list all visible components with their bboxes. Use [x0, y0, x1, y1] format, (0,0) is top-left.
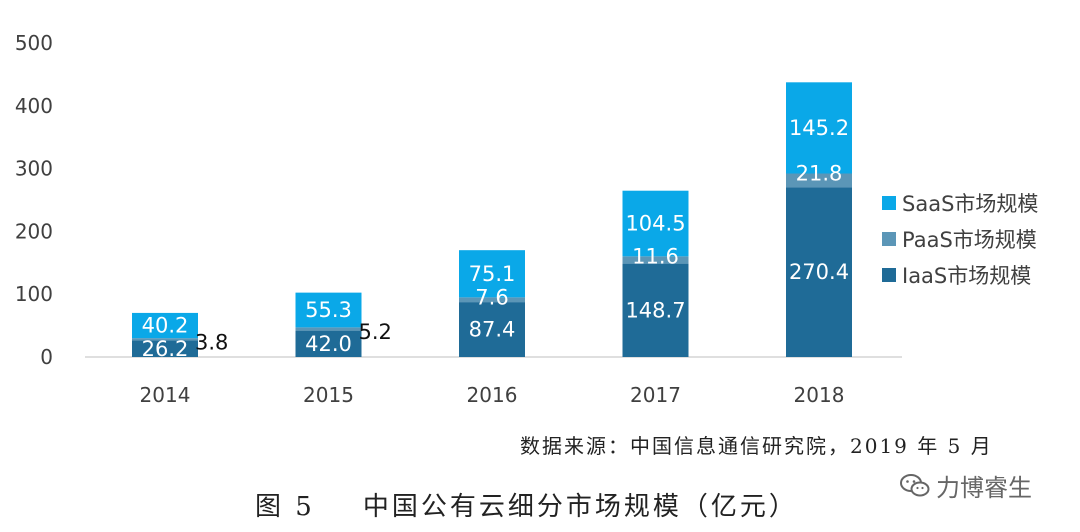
data-label-paas-2017: 11.6 — [632, 244, 679, 268]
bar-saas-2014 — [132, 312, 198, 339]
bars: 26.2 3.840.2 42.0 5.2 55.3 87.4 7.675.1 148.7 11… — [132, 82, 852, 361]
watermark: 力博睿生 — [900, 468, 1032, 505]
x-axis: 2014 2015 2016 2017 2018 — [140, 383, 845, 407]
bar-saas-2017 — [622, 190, 689, 257]
y-tick-label: 300 — [15, 157, 53, 181]
x-tick-label: 2018 — [794, 383, 845, 407]
bar-paas-2017 — [622, 256, 689, 264]
bar-iaas-2016 — [459, 302, 525, 357]
bar-saas-2016 — [459, 250, 525, 298]
x-tick-label: 2016 — [467, 383, 518, 407]
data-label-iaas-2015: 42.0 — [305, 332, 352, 356]
x-tick-label: 2017 — [630, 383, 681, 407]
data-source-note: 数据来源：中国信息通信研究院，2019 年 5 月 — [520, 434, 993, 458]
figure-caption: 图 5 中国公有云细分市场规模（亿元） — [255, 486, 798, 523]
legend-label-saas: SaaS市场规模 — [902, 192, 1038, 216]
watermark-text: 力博睿生 — [936, 474, 1032, 502]
y-tick-label: 400 — [15, 94, 53, 118]
bar-iaas-2014 — [132, 340, 198, 357]
bar-iaas-2015 — [295, 330, 362, 357]
data-label-saas-2018: 145.2 — [789, 116, 849, 140]
bar-iaas-2018 — [786, 187, 852, 357]
bar-paas-2018 — [786, 173, 852, 188]
bar-paas-2014 — [132, 338, 198, 341]
legend-label-paas: PaaS市场规模 — [902, 228, 1037, 252]
data-label-paas-2016: 7.6 — [475, 285, 508, 309]
x-tick-label: 2014 — [140, 383, 191, 407]
data-label-paas-2014: 3.8 — [195, 330, 228, 354]
figure-title: 中国公有云细分市场规模（亿元） — [362, 492, 798, 522]
legend-swatch-iaas — [882, 268, 896, 282]
y-axis: 0 100 200 300 400 500 — [15, 31, 53, 369]
data-label-paas-2015: 5.2 — [359, 320, 392, 344]
wechat-icon — [900, 473, 930, 505]
data-label-iaas-2016: 87.4 — [469, 318, 516, 342]
y-tick-label: 100 — [15, 282, 53, 306]
y-tick-label: 500 — [15, 31, 53, 55]
bar-paas-2016 — [459, 297, 525, 303]
bar-paas-2015 — [295, 327, 362, 331]
legend: SaaS市场规模 PaaS市场规模 IaaS市场规模 — [882, 192, 1038, 288]
data-label-saas-2016: 75.1 — [469, 262, 516, 286]
stacked-bar-chart: 0 100 200 300 400 500 26.2 3.840.2 42.0 5.2 55.3 8… — [15, 31, 1039, 407]
bar-iaas-2017 — [622, 263, 689, 357]
bar-saas-2018 — [786, 82, 852, 174]
legend-label-iaas: IaaS市场规模 — [902, 264, 1031, 288]
figure-number: 图 5 — [255, 492, 315, 522]
data-label-saas-2014: 40.2 — [142, 314, 189, 338]
x-tick-label: 2015 — [303, 383, 354, 407]
y-tick-label: 0 — [40, 345, 53, 369]
legend-swatch-paas — [882, 232, 896, 246]
y-tick-label: 200 — [15, 219, 53, 243]
data-label-iaas-2017: 148.7 — [625, 298, 685, 322]
data-label-paas-2018: 21.8 — [796, 161, 843, 185]
data-label-iaas-2014: 26.2 — [142, 337, 189, 361]
data-label-saas-2017: 104.5 — [625, 212, 685, 236]
bar-saas-2015 — [295, 292, 362, 328]
data-label-saas-2015: 55.3 — [305, 298, 352, 322]
data-label-iaas-2018: 270.4 — [789, 260, 849, 284]
legend-swatch-saas — [882, 196, 896, 210]
